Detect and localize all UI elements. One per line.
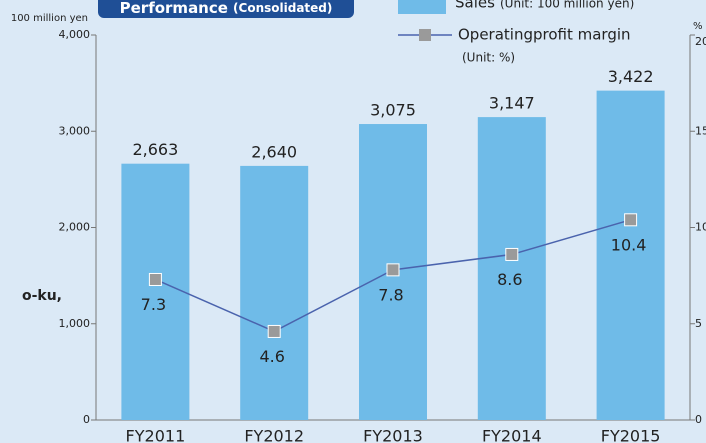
title-tab (98, 0, 354, 18)
legend-swatch (398, 0, 446, 14)
y2-axis-label: % (693, 21, 703, 32)
annotation: o-ku, (22, 288, 62, 304)
bar-value-label: 3,075 (370, 101, 416, 120)
bar-value-label: 3,147 (489, 94, 535, 113)
legend-label: Operatingprofit margin (458, 26, 631, 44)
y-tick-label: 1,000 (59, 317, 91, 330)
bar (121, 163, 190, 420)
line-marker (505, 247, 519, 261)
title-main: Performance (120, 0, 228, 17)
x-tick-label: FY2011 (126, 427, 186, 443)
y-tick-label: 3,000 (59, 124, 91, 137)
bar (596, 90, 665, 420)
chart-title: Performance (Consolidated) (120, 0, 333, 17)
line-marker (386, 263, 400, 277)
bar (477, 117, 546, 420)
bar-value-label: 2,640 (251, 142, 297, 161)
x-tick-label: FY2014 (482, 427, 542, 443)
line-marker (624, 213, 638, 227)
line-value-label: 4.6 (259, 347, 284, 366)
legend-unit: (Unit: %) (462, 51, 515, 65)
y-tick-label: 4,000 (59, 28, 91, 41)
legend-marker (419, 29, 431, 41)
line-value-label: 7.8 (378, 285, 403, 304)
y2-tick-label: 0 (695, 413, 702, 426)
x-tick-label: FY2015 (601, 427, 661, 443)
x-tick-label: FY2013 (363, 427, 423, 443)
y2-tick-label: 10 (695, 221, 706, 234)
bar-value-label: 2,663 (132, 140, 178, 159)
y2-tick-label: 20 (695, 35, 706, 48)
legend-unit: (Unit: 100 million yen) (500, 0, 634, 11)
line-marker (148, 272, 162, 286)
line-value-label: 10.4 (611, 235, 647, 254)
y2-tick-label: 15 (695, 124, 706, 137)
bar (240, 165, 309, 420)
legend-label: Sales (455, 0, 495, 12)
title-note: (Consolidated) (233, 1, 332, 15)
line-value-label: 8.6 (497, 270, 522, 289)
y-axis-label: 100 million yen (11, 13, 88, 24)
y-tick-label: 0 (83, 413, 90, 426)
y2-tick-label: 5 (695, 317, 702, 330)
line-marker (267, 324, 281, 338)
y-tick-label: 2,000 (59, 221, 91, 234)
bar-value-label: 3,422 (608, 67, 654, 86)
line-value-label: 7.3 (141, 295, 166, 314)
x-tick-label: FY2012 (244, 427, 304, 443)
